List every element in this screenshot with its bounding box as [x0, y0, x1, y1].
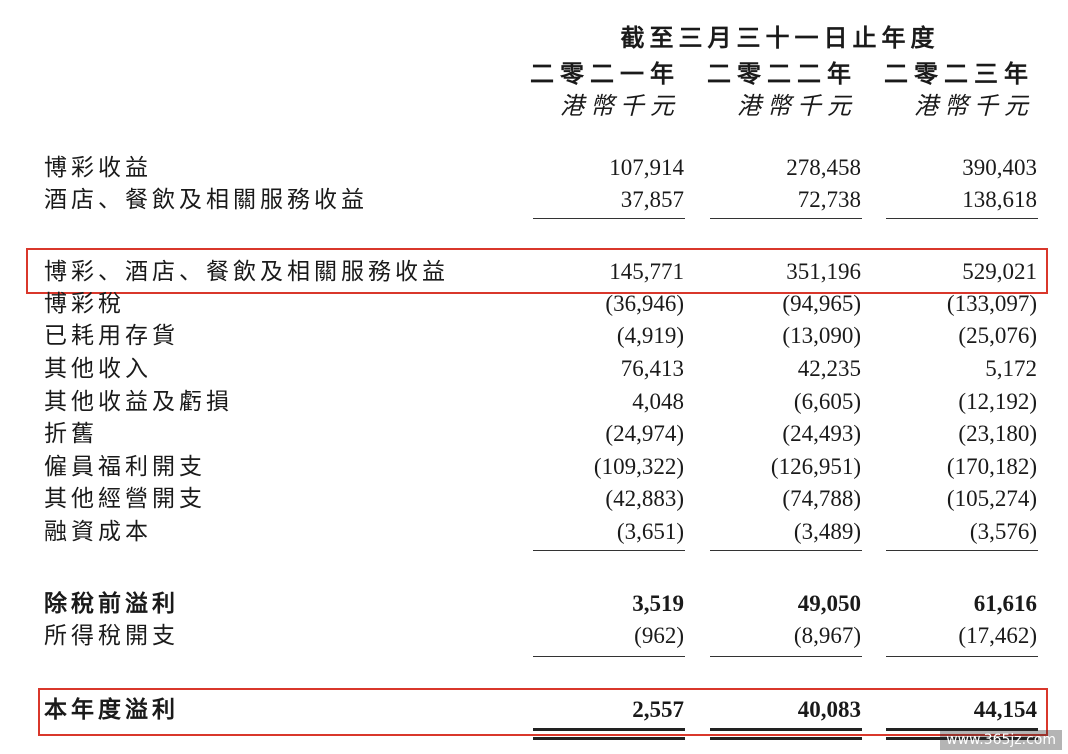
unit-2021: 港幣千元 [560, 92, 680, 120]
subtotal-rule [886, 218, 1038, 219]
total-double-rule [710, 728, 862, 740]
value-2021: 76,413 [620, 356, 684, 381]
row-other-income: 其他收入 76,413 42,235 5,172 [0, 353, 1068, 385]
row-label: 折舊 [44, 421, 98, 447]
subtotal-rule [710, 218, 862, 219]
row-total-revenue: 博彩、酒店、餐飲及相關服務收益 145,771 351,196 529,021 [0, 256, 1068, 288]
row-gaming-revenue: 博彩收益 107,914 278,458 390,403 [0, 152, 1068, 184]
value-2022: (94,965) [782, 291, 861, 316]
value-2021: 107,914 [609, 155, 684, 180]
value-2023: (170,182) [946, 454, 1037, 479]
value-2021: (3,651) [616, 519, 684, 544]
value-2022: (3,489) [793, 519, 861, 544]
value-2021: (42,883) [605, 486, 684, 511]
total-double-rule [533, 728, 685, 740]
year-2022-header: 二零二二年 [707, 59, 857, 88]
total-double-rule [886, 728, 1038, 740]
row-label: 除稅前溢利 [44, 590, 179, 617]
subtotal-rule [886, 550, 1038, 551]
value-2022: (6,605) [793, 389, 861, 414]
value-2021: (4,919) [616, 323, 684, 348]
year-2023-header: 二零二三年 [884, 59, 1034, 88]
row-label: 已耗用存貨 [44, 323, 179, 349]
value-2023: 44,154 [973, 697, 1037, 722]
value-2022: (126,951) [770, 454, 861, 479]
value-2023: 138,618 [962, 187, 1037, 212]
subtotal-rule [710, 656, 862, 657]
row-employee-benefits: 僱員福利開支 (109,322) (126,951) (170,182) [0, 451, 1068, 483]
row-other-operating-expenses: 其他經營開支 (42,883) (74,788) (105,274) [0, 483, 1068, 515]
value-2022: 278,458 [786, 155, 861, 180]
value-2021: 37,857 [620, 187, 684, 212]
row-profit-before-tax: 除稅前溢利 3,519 49,050 61,616 [0, 588, 1068, 620]
value-2021: 2,557 [632, 697, 684, 722]
subtotal-rule [533, 218, 685, 219]
value-2022: 72,738 [797, 187, 861, 212]
unit-2022: 港幣千元 [737, 92, 857, 120]
row-label: 其他經營開支 [44, 486, 206, 512]
subtotal-rule [533, 656, 685, 657]
unit-2023: 港幣千元 [914, 92, 1034, 120]
value-2022: 42,235 [797, 356, 861, 381]
row-label: 所得稅開支 [44, 623, 179, 649]
subtotal-rule [533, 550, 685, 551]
row-label: 博彩、酒店、餐飲及相關服務收益 [44, 259, 449, 285]
value-2023: (17,462) [958, 623, 1037, 648]
value-2021: 3,519 [632, 591, 684, 616]
row-label: 本年度溢利 [44, 696, 179, 723]
value-2021: 145,771 [609, 259, 684, 284]
row-depreciation: 折舊 (24,974) (24,493) (23,180) [0, 418, 1068, 450]
row-label: 其他收入 [44, 356, 152, 382]
value-2023: (12,192) [958, 389, 1037, 414]
value-2021: (24,974) [605, 421, 684, 446]
row-income-tax: 所得稅開支 (962) (8,967) (17,462) [0, 620, 1068, 652]
row-inventories-consumed: 已耗用存貨 (4,919) (13,090) (25,076) [0, 320, 1068, 352]
value-2022: (8,967) [793, 623, 861, 648]
value-2023: 5,172 [985, 356, 1037, 381]
value-2022: (13,090) [782, 323, 861, 348]
row-label: 其他收益及虧損 [44, 389, 233, 415]
value-2023: 529,021 [962, 259, 1037, 284]
value-2023: (3,576) [969, 519, 1037, 544]
value-2023: 390,403 [962, 155, 1037, 180]
row-gaming-tax: 博彩稅 (36,946) (94,965) (133,097) [0, 288, 1068, 320]
value-2022: (24,493) [782, 421, 861, 446]
row-label: 酒店、餐飲及相關服務收益 [44, 187, 368, 213]
value-2023: (23,180) [958, 421, 1037, 446]
value-2021: 4,048 [632, 389, 684, 414]
period-title: 截至三月三十一日止年度 [620, 23, 940, 52]
value-2022: (74,788) [782, 486, 861, 511]
row-profit-for-year: 本年度溢利 2,557 40,083 44,154 [0, 694, 1068, 726]
row-label: 博彩收益 [44, 155, 152, 181]
value-2021: (36,946) [605, 291, 684, 316]
value-2023: (105,274) [946, 486, 1037, 511]
row-finance-costs: 融資成本 (3,651) (3,489) (3,576) [0, 516, 1068, 548]
year-2021-header: 二零二一年 [530, 59, 680, 88]
value-2022: 49,050 [797, 591, 861, 616]
row-label: 博彩稅 [44, 291, 125, 317]
row-hotel-fb-revenue: 酒店、餐飲及相關服務收益 37,857 72,738 138,618 [0, 184, 1068, 216]
profit-for-year-highlight-box [38, 688, 1048, 736]
total-revenue-highlight-box [26, 248, 1048, 294]
row-label: 融資成本 [44, 519, 152, 545]
subtotal-rule [710, 550, 862, 551]
value-2023: (25,076) [958, 323, 1037, 348]
value-2023: 61,616 [973, 591, 1037, 616]
row-label: 僱員福利開支 [44, 454, 206, 480]
value-2023: (133,097) [946, 291, 1037, 316]
value-2021: (962) [634, 623, 684, 648]
value-2021: (109,322) [593, 454, 684, 479]
watermark: www.365jz.com [940, 730, 1062, 750]
value-2022: 40,083 [797, 697, 861, 722]
value-2022: 351,196 [786, 259, 861, 284]
subtotal-rule [886, 656, 1038, 657]
row-other-gains-losses: 其他收益及虧損 4,048 (6,605) (12,192) [0, 386, 1068, 418]
